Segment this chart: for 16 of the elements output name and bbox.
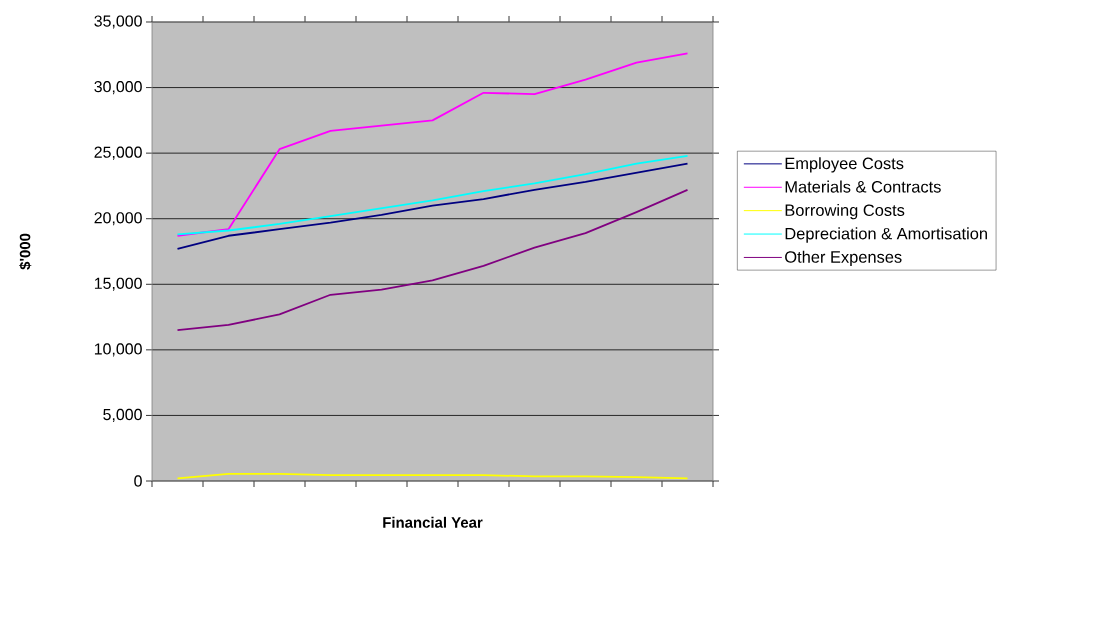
y-tick-label: 20,000 [94, 212, 142, 226]
legend-label: Depreciation & Amortisation [785, 227, 987, 243]
y-tick-label: 10,000 [94, 343, 142, 357]
y-axis-title: $'000 [19, 233, 32, 270]
y-tick-label: 30,000 [94, 80, 142, 95]
x-axis-title: Financial Year [383, 516, 483, 528]
legend-label: Employee Costs [785, 157, 904, 173]
y-tick-label: 15,000 [94, 277, 142, 291]
y-tick-label: 5,000 [103, 408, 142, 422]
legend-label: Borrowing Costs [785, 203, 905, 220]
y-tick-label: 35,000 [94, 15, 142, 29]
y-tick-label: 0 [134, 475, 142, 487]
legend-label: Other Expenses [785, 250, 902, 267]
legend-label: Materials & Contracts [785, 180, 941, 193]
y-tick-label: 25,000 [94, 146, 142, 160]
line-series [176, 188, 689, 332]
